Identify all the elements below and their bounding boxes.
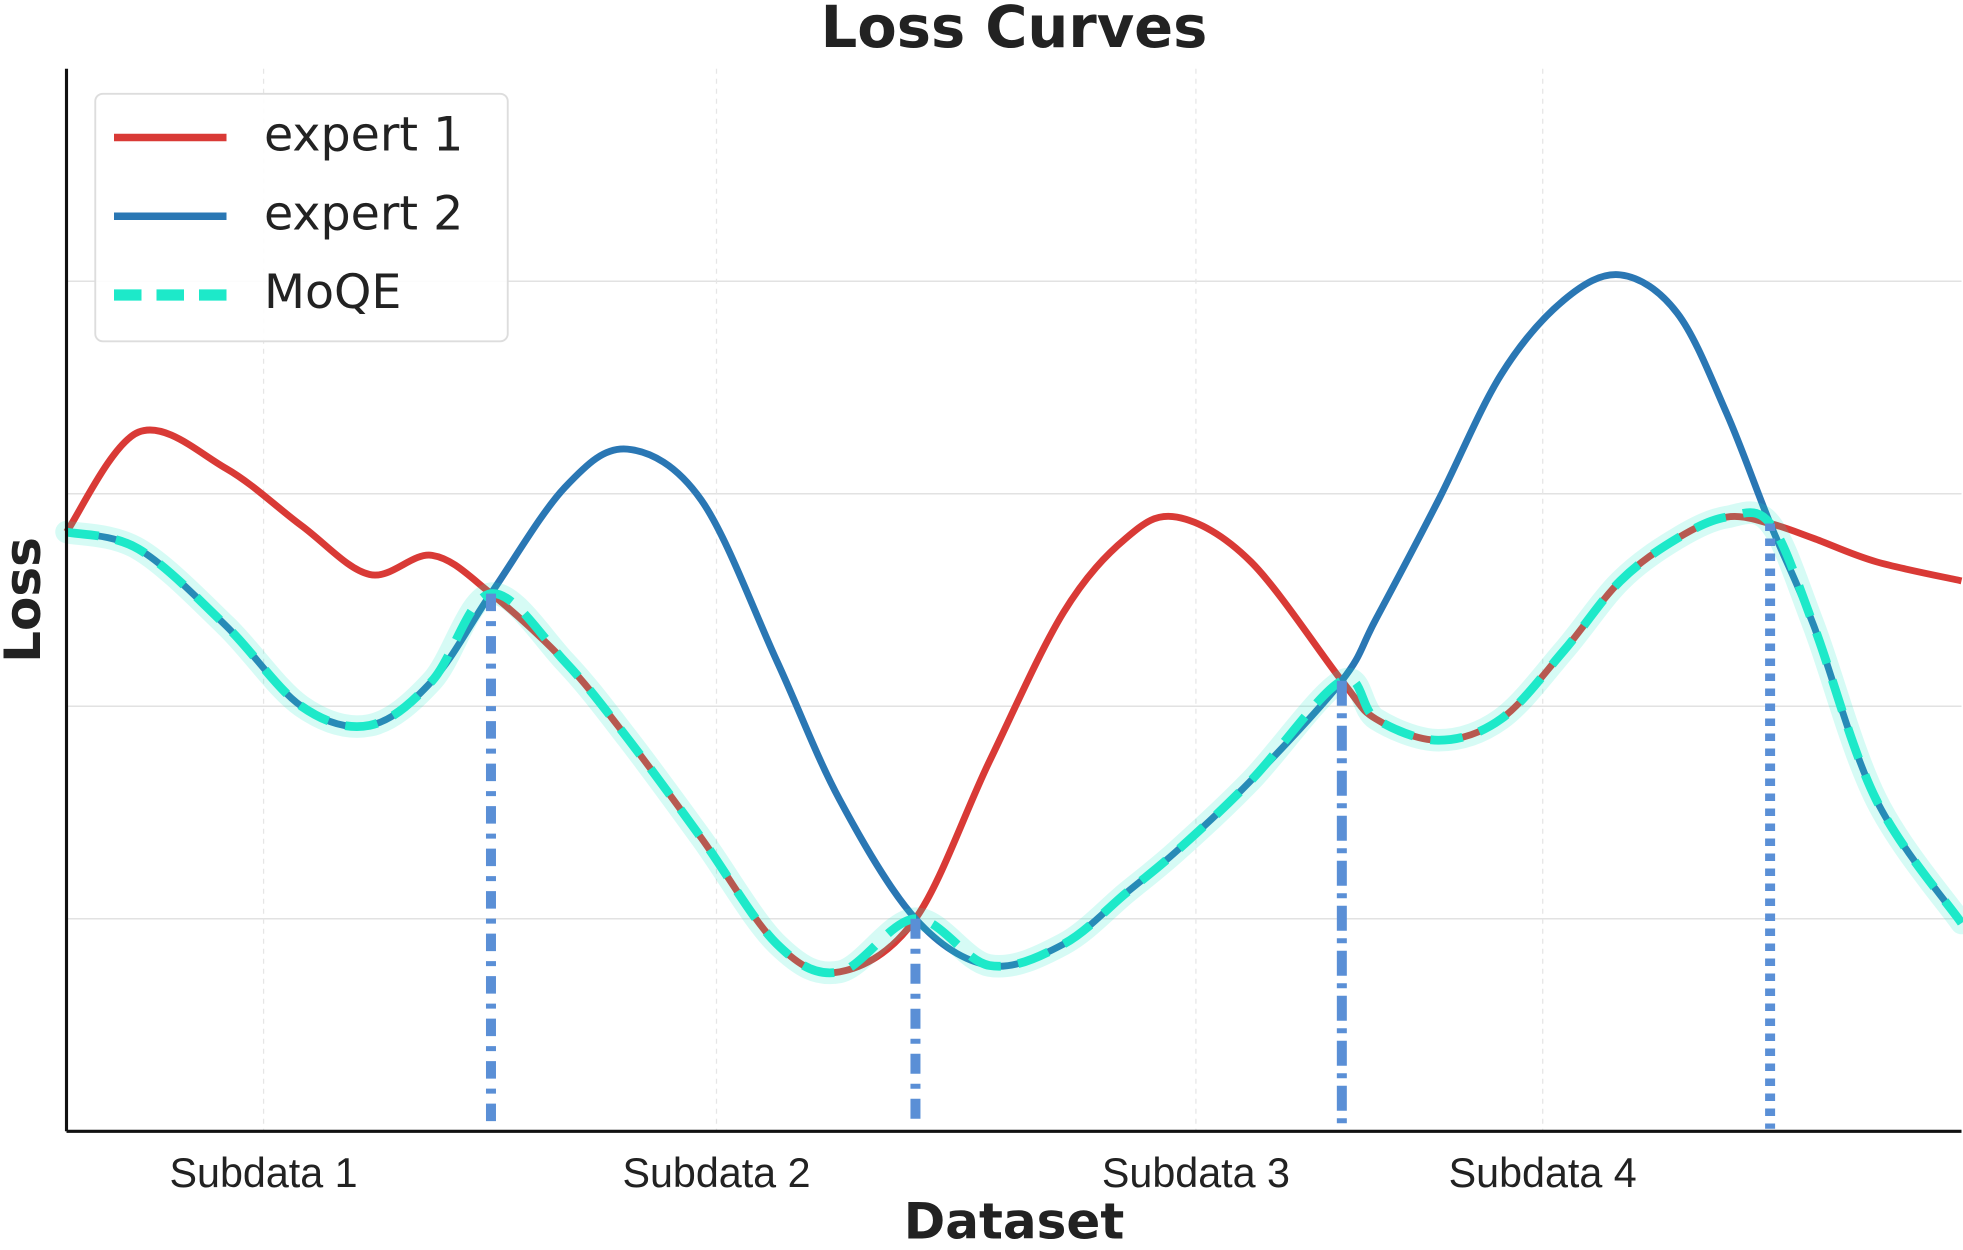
chart-title: Loss Curves (821, 0, 1208, 61)
legend: expert 1 expert 2 MoQE (94, 92, 509, 343)
legend-label: expert 1 (264, 108, 463, 163)
legend-box (94, 92, 509, 343)
series-glow (55, 501, 1963, 985)
x-axis-label: Dataset (904, 1193, 1124, 1250)
y-axis-label: Loss (0, 537, 52, 663)
series-line (65, 271, 1963, 970)
series-line (63, 426, 1963, 977)
x-tick-label: Subdata 4 (1449, 1150, 1637, 1196)
legend-label: MoQE (264, 265, 401, 320)
x-tick-label: Subdata 3 (1102, 1150, 1290, 1196)
series-line (65, 508, 1963, 978)
legend-label: expert 2 (264, 186, 463, 241)
x-tick-label: Subdata 1 (170, 1150, 358, 1196)
x-tick-label: Subdata 2 (622, 1150, 810, 1196)
